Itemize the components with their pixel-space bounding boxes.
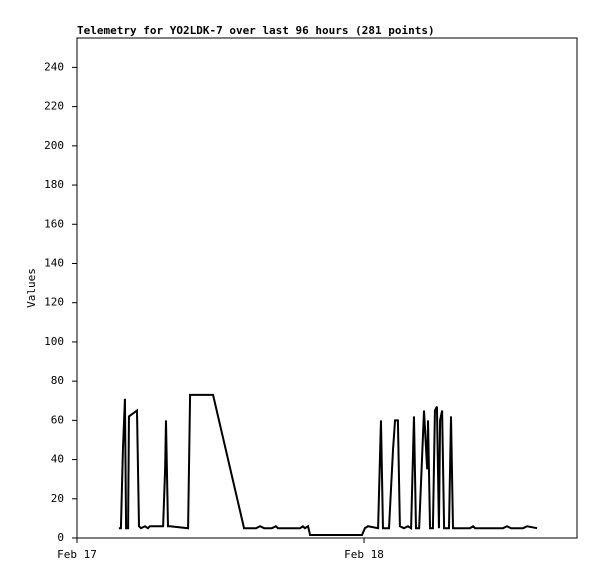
x-tick-label: Feb 17 [57, 548, 97, 561]
y-tick-label: 120 [44, 296, 64, 309]
y-axis-label: Values [25, 268, 38, 308]
y-tick-label: 220 [44, 100, 64, 113]
y-tick-label: 60 [51, 413, 64, 426]
y-tick-label: 160 [44, 217, 64, 230]
y-tick-label: 240 [44, 60, 64, 73]
y-tick-label: 100 [44, 335, 64, 348]
y-tick-label: 200 [44, 139, 64, 152]
y-tick-label: 0 [57, 531, 64, 544]
chart-title: Telemetry for YO2LDK-7 over last 96 hour… [77, 24, 435, 37]
y-tick-label: 20 [51, 492, 64, 505]
y-tick-label: 180 [44, 178, 64, 191]
plot-frame [76, 37, 578, 539]
y-tick-label: 80 [51, 374, 64, 387]
y-tick-label: 140 [44, 256, 64, 269]
data-line [118, 393, 538, 537]
x-tick-label: Feb 18 [344, 548, 384, 561]
y-tick-label: 40 [51, 453, 64, 466]
